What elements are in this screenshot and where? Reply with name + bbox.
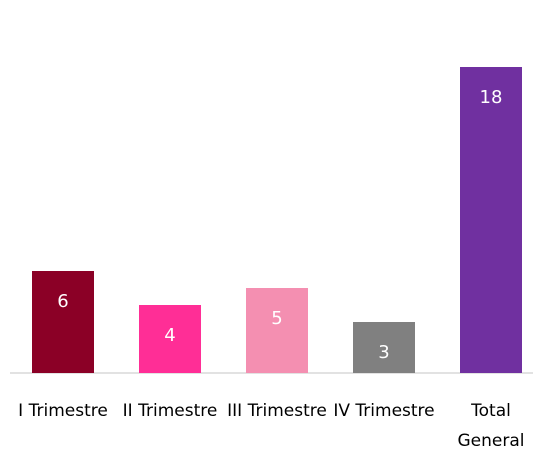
data-label: 18 (480, 87, 503, 108)
x-tick-label: III Trimestre (227, 401, 327, 421)
data-label: 5 (271, 308, 282, 329)
x-tick-label: II Trimestre (122, 401, 218, 421)
data-label: 3 (378, 342, 389, 363)
bar (139, 305, 201, 373)
data-label: 4 (164, 325, 175, 346)
bar (32, 271, 94, 373)
bar (246, 288, 308, 373)
data-label: 6 (57, 291, 68, 312)
bar (460, 67, 522, 373)
x-tick-label: Total General (457, 401, 525, 451)
x-tick-label: IV Trimestre (333, 401, 435, 421)
bar (353, 322, 415, 373)
x-tick-label: I Trimestre (18, 401, 108, 421)
